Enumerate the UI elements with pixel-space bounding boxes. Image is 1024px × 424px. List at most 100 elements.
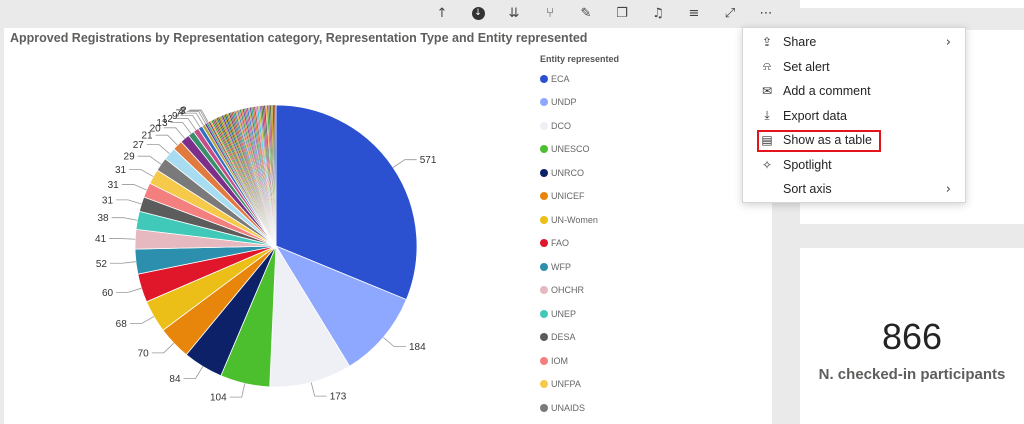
data-label: 27	[133, 140, 145, 151]
bell-icon: ⍾	[763, 59, 771, 73]
pie-slice[interactable]	[269, 244, 351, 388]
legend-item[interactable]: IOM	[540, 349, 680, 373]
legend-dot	[540, 309, 548, 318]
leader-line	[189, 109, 209, 123]
chevron-right-icon: ›	[945, 181, 951, 197]
drill-down-icon[interactable]: ↓	[466, 2, 490, 24]
comment-icon: ✉	[761, 84, 773, 98]
leader-line	[151, 342, 175, 354]
leader-line	[188, 110, 208, 124]
data-label: 31	[102, 195, 114, 206]
menu-item-label: Show as a table	[783, 133, 872, 147]
data-label: 12	[162, 114, 174, 125]
menu-item-label: Spotlight	[783, 157, 832, 172]
data-label: 13	[156, 118, 168, 129]
leader-line	[175, 118, 197, 131]
legend-label: FAO	[551, 238, 570, 249]
data-label: 4	[178, 107, 184, 118]
leader-line	[116, 287, 142, 293]
highlight-box	[757, 130, 881, 152]
menu-item-label: Set alert	[783, 59, 830, 74]
menu-item-sort-axis[interactable]: Sort axis ›	[743, 177, 965, 201]
legend-item[interactable]: UNESCO	[540, 138, 680, 162]
copy-icon[interactable]: ❐	[616, 5, 628, 21]
leader-line	[170, 121, 192, 134]
legend-item[interactable]: OHCHR	[540, 279, 680, 303]
legend-item[interactable]: UNAIDS	[540, 396, 680, 420]
arrow-up-icon[interactable]: ↑	[436, 5, 448, 21]
leader-line	[109, 238, 136, 240]
alert-bell-icon[interactable]: ♫	[652, 5, 664, 21]
menu-item-export-data[interactable]: ⤓ Export data	[743, 104, 965, 128]
drill-hierarchy-icon[interactable]: ⑂	[546, 5, 554, 21]
legend-item[interactable]: ECA	[540, 67, 680, 91]
expand-all-icon[interactable]: ⇊	[508, 5, 520, 21]
pie-chart[interactable]: 5711841731048470686052413831313129272120…	[4, 28, 534, 424]
data-label: 184	[409, 342, 426, 353]
legend-item[interactable]: UNRCO	[540, 161, 680, 185]
menu-item-add-a-comment[interactable]: ✉ Add a comment	[743, 79, 965, 103]
legend-label: ECA	[551, 73, 570, 84]
kpi-value: 866	[881, 316, 943, 357]
leader-line	[183, 366, 204, 379]
data-label: 571	[420, 155, 437, 166]
legend-label: UNICEF	[551, 191, 585, 202]
data-label: 84	[169, 374, 181, 385]
spotlight-icon: ✧	[761, 157, 773, 172]
more-options-icon[interactable]: ⋯	[759, 5, 773, 21]
leader-line	[186, 111, 207, 124]
legend-dot	[540, 262, 548, 271]
menu-item-spotlight[interactable]: ✧ Spotlight	[743, 153, 965, 177]
legend-label: OHCHR	[551, 285, 584, 296]
legend-item[interactable]: UNDP	[540, 91, 680, 115]
chart-title: Approved Registrations by Representation…	[10, 31, 588, 45]
data-label: 38	[97, 213, 109, 224]
legend-label: UNDP	[551, 97, 577, 108]
legend-label: UNEP	[551, 308, 577, 319]
legend-label: UN-Women	[551, 214, 598, 225]
legend: Entity represented ECA UNDP DCO UNESCO UNRCO…	[540, 54, 680, 424]
menu-item-label: Share	[783, 35, 817, 49]
focus-mode-icon[interactable]: ⤢	[724, 5, 736, 21]
leader-line	[111, 217, 138, 221]
legend-label: WFP	[551, 261, 571, 272]
top-strip	[0, 0, 780, 28]
leader-line	[129, 169, 154, 177]
legend-item[interactable]: DESA	[540, 326, 680, 350]
legend-item[interactable]: WHO	[540, 420, 680, 424]
legend-item[interactable]: UNEP	[540, 302, 680, 326]
menu-item-label: Export data	[783, 108, 847, 123]
legend-item[interactable]: UN-Women	[540, 208, 680, 232]
legend-item[interactable]: DCO	[540, 114, 680, 138]
leader-line	[184, 112, 204, 126]
data-label: 9	[172, 111, 178, 122]
leader-line	[229, 383, 246, 398]
menu-item-label: Add a comment	[783, 84, 871, 98]
menu-item-set-alert[interactable]: ⍾ Set alert	[743, 55, 965, 79]
pin-icon[interactable]: ✎	[580, 5, 592, 21]
legend-dot	[540, 145, 548, 154]
legend-label: UNESCO	[551, 144, 590, 155]
chevron-right-icon: ›	[945, 34, 951, 50]
legend-label: UNRCO	[551, 167, 584, 178]
legend-item[interactable]: UNICEF	[540, 185, 680, 209]
legend-label: DESA	[551, 332, 576, 343]
legend-label: DCO	[551, 120, 571, 131]
leader-line	[116, 199, 142, 205]
leader-line	[109, 261, 136, 264]
legend-dot	[540, 286, 548, 295]
data-label: 60	[102, 288, 114, 299]
legend-dot	[540, 74, 548, 83]
menu-item-share[interactable]: ⇪ Share ›	[743, 30, 965, 54]
legend-dot	[540, 192, 548, 201]
legend-item[interactable]: FAO	[540, 232, 680, 256]
leader-line	[392, 159, 417, 168]
menu-item-label: Sort axis	[783, 182, 832, 196]
legend-item[interactable]: WFP	[540, 255, 680, 279]
visual-header-toolbar: ↑ ↓ ⇊ ⑂ ✎ ❐ ♫ ≡ ⤢ ⋯	[430, 2, 790, 24]
legend-label: UNFPA	[551, 379, 581, 390]
legend-item[interactable]: UNFPA	[540, 373, 680, 397]
menu-item-show-as-a-table[interactable]: ▤ Show as a table	[743, 128, 965, 152]
filter-icon[interactable]: ≡	[688, 5, 700, 21]
pie-chart-visual[interactable]: Approved Registrations by Representation…	[4, 28, 772, 424]
